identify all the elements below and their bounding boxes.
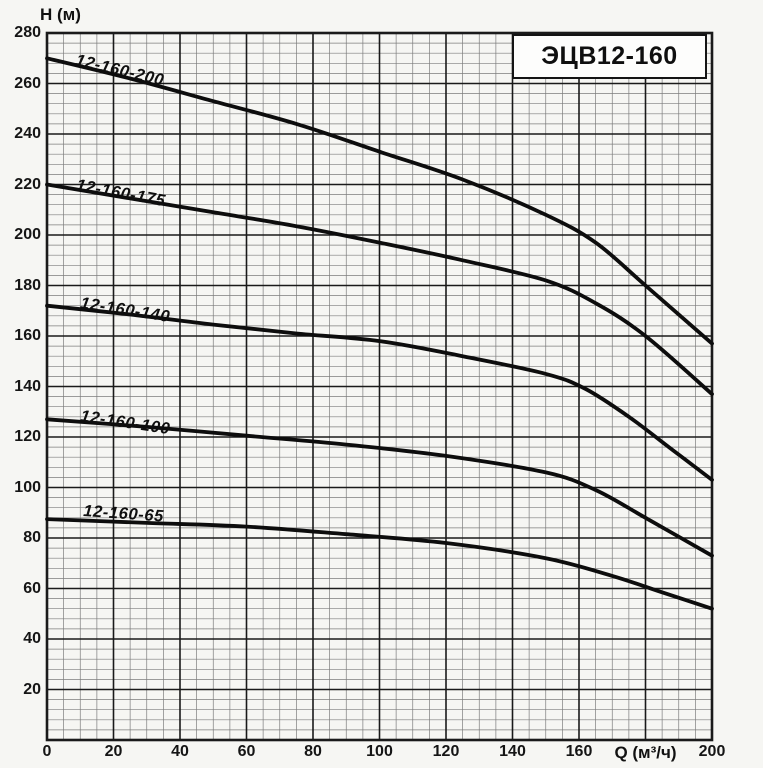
y-tick-160: 160 bbox=[14, 327, 41, 344]
performance-curves bbox=[45, 56, 714, 611]
chart-title: ЭЦВ12-160 bbox=[541, 42, 678, 70]
y-tick-120: 120 bbox=[14, 428, 41, 445]
y-tick-80: 80 bbox=[23, 529, 41, 546]
x-tick-0: 0 bbox=[42, 743, 52, 760]
y-tick-240: 240 bbox=[14, 125, 41, 142]
y-tick-280: 280 bbox=[14, 24, 41, 41]
curve-12-160-200 bbox=[45, 56, 714, 346]
x-axis-title: Q (м³/ч) bbox=[614, 743, 677, 762]
y-tick-100: 100 bbox=[14, 478, 41, 496]
y-axis-title: Н (м) bbox=[40, 5, 81, 24]
y-tick-220: 220 bbox=[14, 175, 41, 193]
x-tick-160: 160 bbox=[565, 743, 593, 760]
x-tick-200: 200 bbox=[698, 743, 726, 760]
y-tick-20: 20 bbox=[23, 680, 41, 698]
plot-border bbox=[45, 31, 714, 742]
y-tick-180: 180 bbox=[14, 276, 41, 294]
x-tick-120: 120 bbox=[432, 743, 460, 760]
x-tick-100: 100 bbox=[366, 743, 393, 760]
curve-12-160-100 bbox=[45, 417, 714, 558]
x-tick-60: 60 bbox=[237, 743, 256, 760]
x-tick-140: 140 bbox=[499, 743, 526, 760]
x-tick-20: 20 bbox=[104, 743, 123, 760]
chart-title-box: ЭЦВ12-160 bbox=[512, 34, 707, 79]
curve-12-160-140 bbox=[45, 303, 714, 482]
x-tick-40: 40 bbox=[171, 743, 189, 760]
y-tick-140: 140 bbox=[14, 377, 41, 395]
y-tick-260: 260 bbox=[14, 74, 41, 92]
curve-12-160-65 bbox=[45, 517, 714, 611]
x-tick-80: 80 bbox=[304, 743, 322, 760]
curve-12-160-175 bbox=[45, 182, 714, 396]
y-tick-200: 200 bbox=[14, 226, 41, 243]
y-tick-60: 60 bbox=[23, 579, 41, 597]
y-tick-40: 40 bbox=[23, 630, 41, 647]
